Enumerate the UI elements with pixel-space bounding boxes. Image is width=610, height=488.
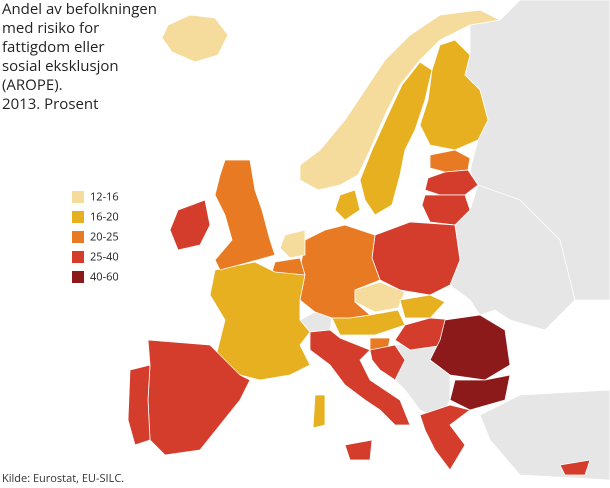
estonia (429, 149, 471, 173)
source: Kilde: Eurostat, EU-SILC. (2, 471, 124, 486)
austria (331, 309, 406, 336)
denmark (334, 189, 361, 221)
norway (299, 9, 501, 191)
title-line: 2013. Prosent (2, 94, 98, 114)
legend: 12-16 16-20 20-25 25-40 40-60 (72, 189, 119, 284)
latvia (424, 169, 479, 196)
title-line: sosial eksklusjon (2, 56, 119, 76)
title-line: Andel av befolkningen (2, 0, 157, 19)
sicily (344, 439, 373, 461)
legend-swatch (72, 211, 84, 223)
finland (419, 39, 489, 151)
legend-label: 40-60 (90, 269, 119, 284)
legend-label: 16-20 (90, 209, 119, 224)
slovakia (399, 294, 446, 319)
legend-swatch (72, 191, 84, 203)
france (209, 261, 311, 381)
ireland (169, 199, 211, 251)
czech-republic (354, 281, 406, 313)
legend-label: 12-16 (90, 189, 119, 204)
legend-swatch (72, 251, 84, 263)
sweden (359, 61, 433, 216)
netherlands (279, 229, 306, 259)
croatia (369, 344, 406, 381)
portugal (127, 364, 151, 446)
italy (309, 329, 411, 426)
title-line: med risiko for (2, 18, 99, 38)
cyprus (559, 459, 591, 476)
legend-swatch (72, 271, 84, 283)
united-kingdom (214, 159, 276, 271)
title-line: fattigdom eller (2, 37, 105, 57)
lithuania (421, 194, 471, 226)
bulgaria (449, 374, 511, 411)
greece (419, 404, 471, 471)
title-line: (AROPE). (2, 75, 63, 95)
turkey (479, 389, 610, 481)
iceland (161, 14, 229, 63)
legend-swatch (72, 231, 84, 243)
legend-label: 20-25 (90, 229, 119, 244)
sardinia (312, 394, 326, 429)
belarus-ukraine (449, 184, 576, 331)
countries (127, 0, 610, 481)
legend-label: 25-40 (90, 249, 119, 264)
